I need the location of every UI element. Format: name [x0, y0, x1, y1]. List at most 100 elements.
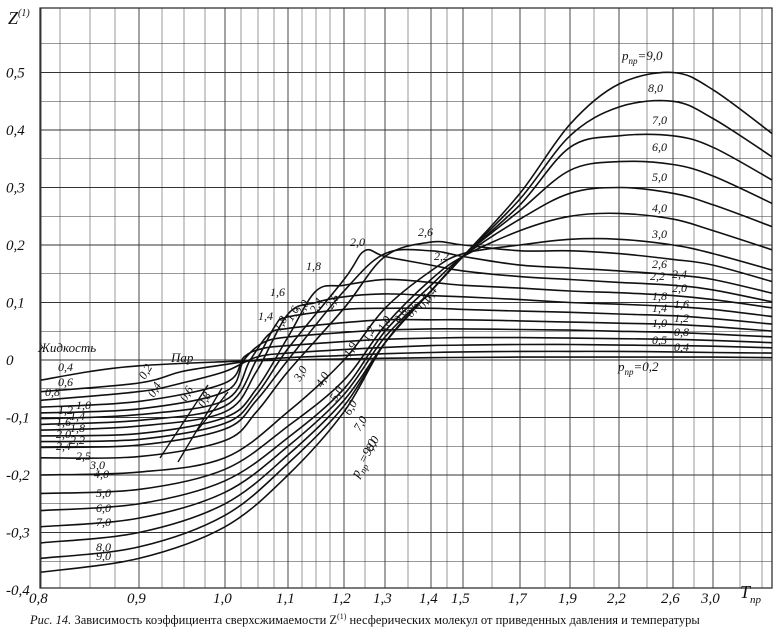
y-tick-label: -0,3	[6, 526, 30, 542]
curve-label: 0,8	[390, 306, 410, 326]
curve-label: 3,0	[89, 458, 105, 472]
caption-text: Зависимость коэффициента сверхсжимаемост…	[71, 613, 338, 628]
x-tick-label: 3,0	[700, 591, 720, 607]
x-tick-label: 2,6	[661, 591, 680, 607]
curve-label: 5,0	[96, 486, 111, 500]
curve-label: 0,6	[176, 384, 196, 404]
curve-label: 1,8	[270, 314, 290, 334]
curve-label: 9,0	[96, 549, 111, 563]
series-line	[40, 343, 772, 402]
x-tick-label: 1,2	[332, 591, 351, 607]
curve-label: 2,0	[56, 427, 71, 441]
curve-label: 7,0	[96, 515, 111, 529]
curve-label: 2,6	[418, 225, 433, 239]
curve-label: 1,0	[374, 314, 394, 334]
curve-label: 1,8	[652, 289, 667, 303]
pressure-label-top: pпр=9,0	[621, 48, 663, 66]
y-tick-label: -0,1	[6, 411, 30, 427]
y-axis-title: Z(1)	[8, 8, 30, 28]
curve-label: 2,2	[434, 249, 449, 263]
curve-label: 0,4	[144, 380, 164, 400]
x-tick-label: 1,7	[508, 591, 528, 607]
curves	[40, 71, 772, 573]
series-line	[40, 350, 772, 393]
y-tick-label: 0,2	[6, 238, 25, 254]
x-tick-label: 2,2	[607, 591, 626, 607]
curve-label: 8,0	[362, 434, 382, 454]
x-axis-title: Tпр	[740, 582, 762, 606]
x-tick-label: 1,3	[373, 591, 392, 607]
x-tick-label: 1,5	[451, 591, 470, 607]
curve-label: 1,8	[306, 259, 321, 273]
series-line	[40, 240, 772, 460]
series-line	[40, 328, 772, 414]
curve-label: 3,0	[290, 364, 310, 385]
vapor-boundary-line	[195, 391, 229, 433]
series-line	[40, 212, 772, 495]
liquid-region-label: Жидкость	[37, 340, 96, 355]
caption-prefix: Рис. 14.	[30, 613, 72, 628]
curve-label: 1,2	[358, 324, 378, 344]
x-tick-label: 1,1	[276, 591, 295, 607]
curve-label: 8,0	[648, 81, 663, 95]
curve-label: 0,8	[674, 325, 689, 339]
curve-label: 4,0	[312, 370, 332, 390]
series-line	[40, 248, 772, 449]
curve-label: 7,0	[652, 113, 667, 127]
pressure-label-bottom: pпр=0,2	[617, 359, 659, 377]
caption-rest: несферических молекул от приведенных дав…	[346, 613, 700, 628]
vapor-region-label: Пар	[170, 350, 194, 365]
curve-label: 2,6	[322, 292, 342, 312]
curve-label: 2,2	[70, 433, 85, 447]
curve-label: 0,2	[135, 362, 155, 382]
x-tick-label: 1,0	[213, 591, 232, 607]
curve-label: 1,2	[674, 311, 689, 325]
curve-label: 6,0	[340, 398, 360, 418]
curve-label: 0,8	[45, 385, 60, 399]
x-tick-label: 0,8	[29, 591, 48, 607]
curve-label: 1,0	[76, 398, 91, 412]
curve-label: 1,6	[282, 304, 302, 324]
series-line	[40, 307, 772, 426]
curve-label: 6,0	[652, 140, 667, 154]
y-tick-label: 0,5	[6, 66, 25, 82]
curve-label: 2,0	[292, 298, 312, 318]
curve-label: 0,6	[402, 300, 422, 320]
curve-label: 2,4	[56, 439, 71, 453]
series-line	[40, 160, 772, 528]
vapor-boundary-line	[177, 387, 223, 463]
curve-label: 3,0	[651, 227, 667, 241]
curve-label: 4,0	[652, 201, 667, 215]
curve-label: 2,0	[672, 281, 687, 295]
curve-label: 2,2	[650, 269, 665, 283]
plot-frame	[39, 7, 773, 589]
series-line	[40, 293, 772, 431]
series-line	[40, 336, 772, 408]
x-tick-label: 1,9	[558, 591, 577, 607]
curve-label: 1,6	[56, 415, 71, 429]
y-tick-label: -0,2	[6, 468, 30, 484]
curve-label: 0,8	[194, 390, 214, 410]
y-tick-label: 0,4	[6, 123, 25, 139]
curve-label: 2,4	[672, 267, 687, 281]
vapor-boundary-line	[159, 384, 209, 459]
curve-label: 0,4	[58, 360, 73, 374]
curve-label: 1,0	[652, 316, 667, 330]
curve-label: 0,6	[58, 375, 73, 389]
curve-label: 1,4	[258, 309, 273, 323]
curve-label: 1,9	[340, 340, 360, 360]
curve-label: 1,4	[652, 301, 667, 315]
series-line	[40, 186, 772, 512]
x-tick-label: 1,4	[419, 591, 438, 607]
curve-label: 5,0	[326, 384, 346, 404]
curve-label: 1,6	[270, 285, 285, 299]
curve-labels: 0,40,60,81,01,21,41,6 1,82,0 2,22,42,53,04…	[45, 81, 689, 563]
curve-label: 1,2	[58, 403, 73, 417]
curve-label: 1,4	[70, 409, 85, 423]
curve-label: 2,4	[306, 296, 326, 316]
curve-label: 8,0	[96, 540, 111, 554]
curve-label: 0,5	[652, 333, 667, 347]
y-tick-label: 0	[6, 353, 14, 369]
